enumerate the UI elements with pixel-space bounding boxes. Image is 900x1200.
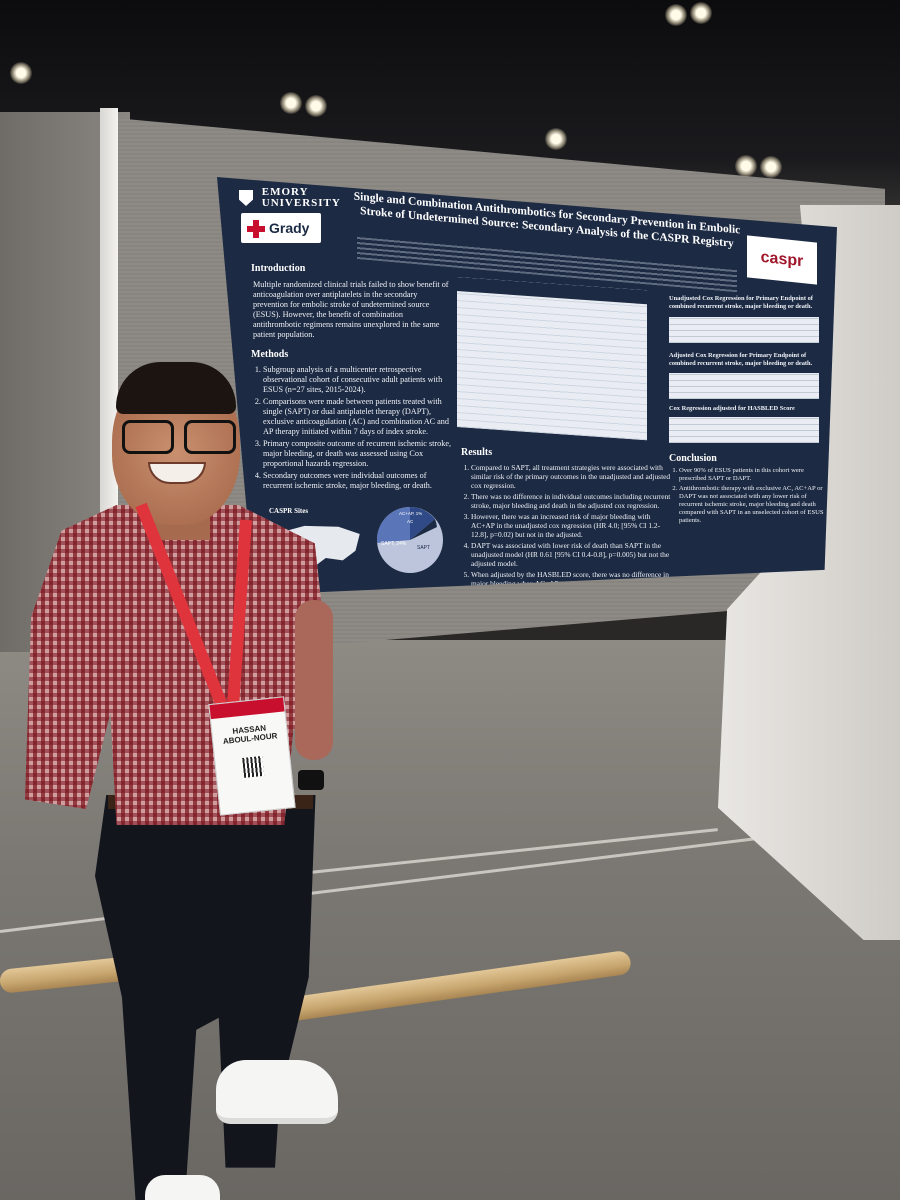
grady-logo-text: Grady [269, 220, 310, 236]
pie-svg: SAPT, 24% SAPT AC+AP, 1% AC [376, 506, 437, 551]
results-item: Compared to SAPT, all treatment strategi… [471, 463, 671, 490]
results-item: There was no difference in individual ou… [471, 492, 671, 510]
ceiling-light [760, 156, 782, 178]
introduction-heading: Introduction [251, 263, 306, 274]
red-cross-icon [247, 220, 265, 239]
pie-label: SAPT [417, 545, 430, 551]
cox-unadjusted-table [669, 317, 819, 343]
methods-item: Comparisons were made between patients t… [263, 397, 455, 437]
cox-adjusted-heading: Adjusted Cox Regression for Primary Endp… [669, 352, 813, 367]
conclusion-heading: Conclusion [669, 453, 717, 464]
pie-slice [376, 506, 410, 543]
table-rows [457, 291, 647, 441]
treatment-pie-chart: SAPT, 24% SAPT AC+AP, 1% AC [376, 506, 443, 573]
cox-unadjusted-heading: Unadjusted Cox Regression for Primary En… [669, 295, 813, 310]
methods-heading: Methods [251, 349, 289, 360]
conclusion-item: Over 90% of ESUS patients in this cohort… [679, 467, 829, 483]
results-item: DAPT was associated with lower risk of d… [471, 541, 671, 568]
board-frame [100, 108, 118, 668]
pie-label: AC+AP, 1% [399, 511, 422, 516]
emory-logo: EMORY UNIVERSITY [239, 187, 341, 209]
ceiling-light [665, 4, 687, 26]
pie-label: SAPT, 24% [381, 541, 407, 547]
ceiling-light [690, 2, 712, 24]
conclusion-item: Antithrombotic therapy with exclusive AC… [679, 485, 829, 525]
results-heading: Results [461, 447, 493, 458]
baseline-characteristics-table [457, 277, 647, 441]
ceiling-light [10, 62, 32, 84]
introduction-text: Multiple randomized clinical trials fail… [253, 280, 449, 339]
ceiling-light [305, 95, 327, 117]
results-list: Compared to SAPT, all treatment strategi… [457, 463, 671, 590]
map-label: CASPR Sites [269, 507, 309, 515]
results-item: However, there was an increased risk of … [471, 512, 671, 539]
ceiling-light [280, 92, 302, 114]
pie-label: AC [407, 519, 414, 524]
us-sites-map [280, 525, 360, 568]
conclusion-list: Over 90% of ESUS patients in this cohort… [665, 467, 829, 527]
ceiling-light [545, 128, 567, 150]
emory-logo-text: EMORY UNIVERSITY [261, 186, 341, 209]
caspr-logo: caspr [747, 235, 817, 285]
ceiling-light [735, 155, 757, 177]
pie-slice [410, 507, 435, 540]
cox-adjusted-table [669, 373, 819, 399]
methods-item: Primary composite outcome of recurrent i… [263, 439, 455, 469]
research-poster: EMORY UNIVERSITY Grady caspr Single and … [217, 177, 837, 595]
pie-slice [410, 519, 437, 540]
cox-hasbled-heading: Cox Regression adjusted for HASBLED Scor… [669, 405, 795, 412]
cox-hasbled-table [669, 417, 819, 443]
methods-list: Subgroup analysis of a multicenter retro… [249, 365, 455, 493]
methods-item: Secondary outcomes were individual outco… [263, 471, 455, 491]
emory-shield-icon [239, 190, 253, 206]
methods-item: Subgroup analysis of a multicenter retro… [263, 365, 455, 395]
grady-logo: Grady [241, 213, 321, 243]
